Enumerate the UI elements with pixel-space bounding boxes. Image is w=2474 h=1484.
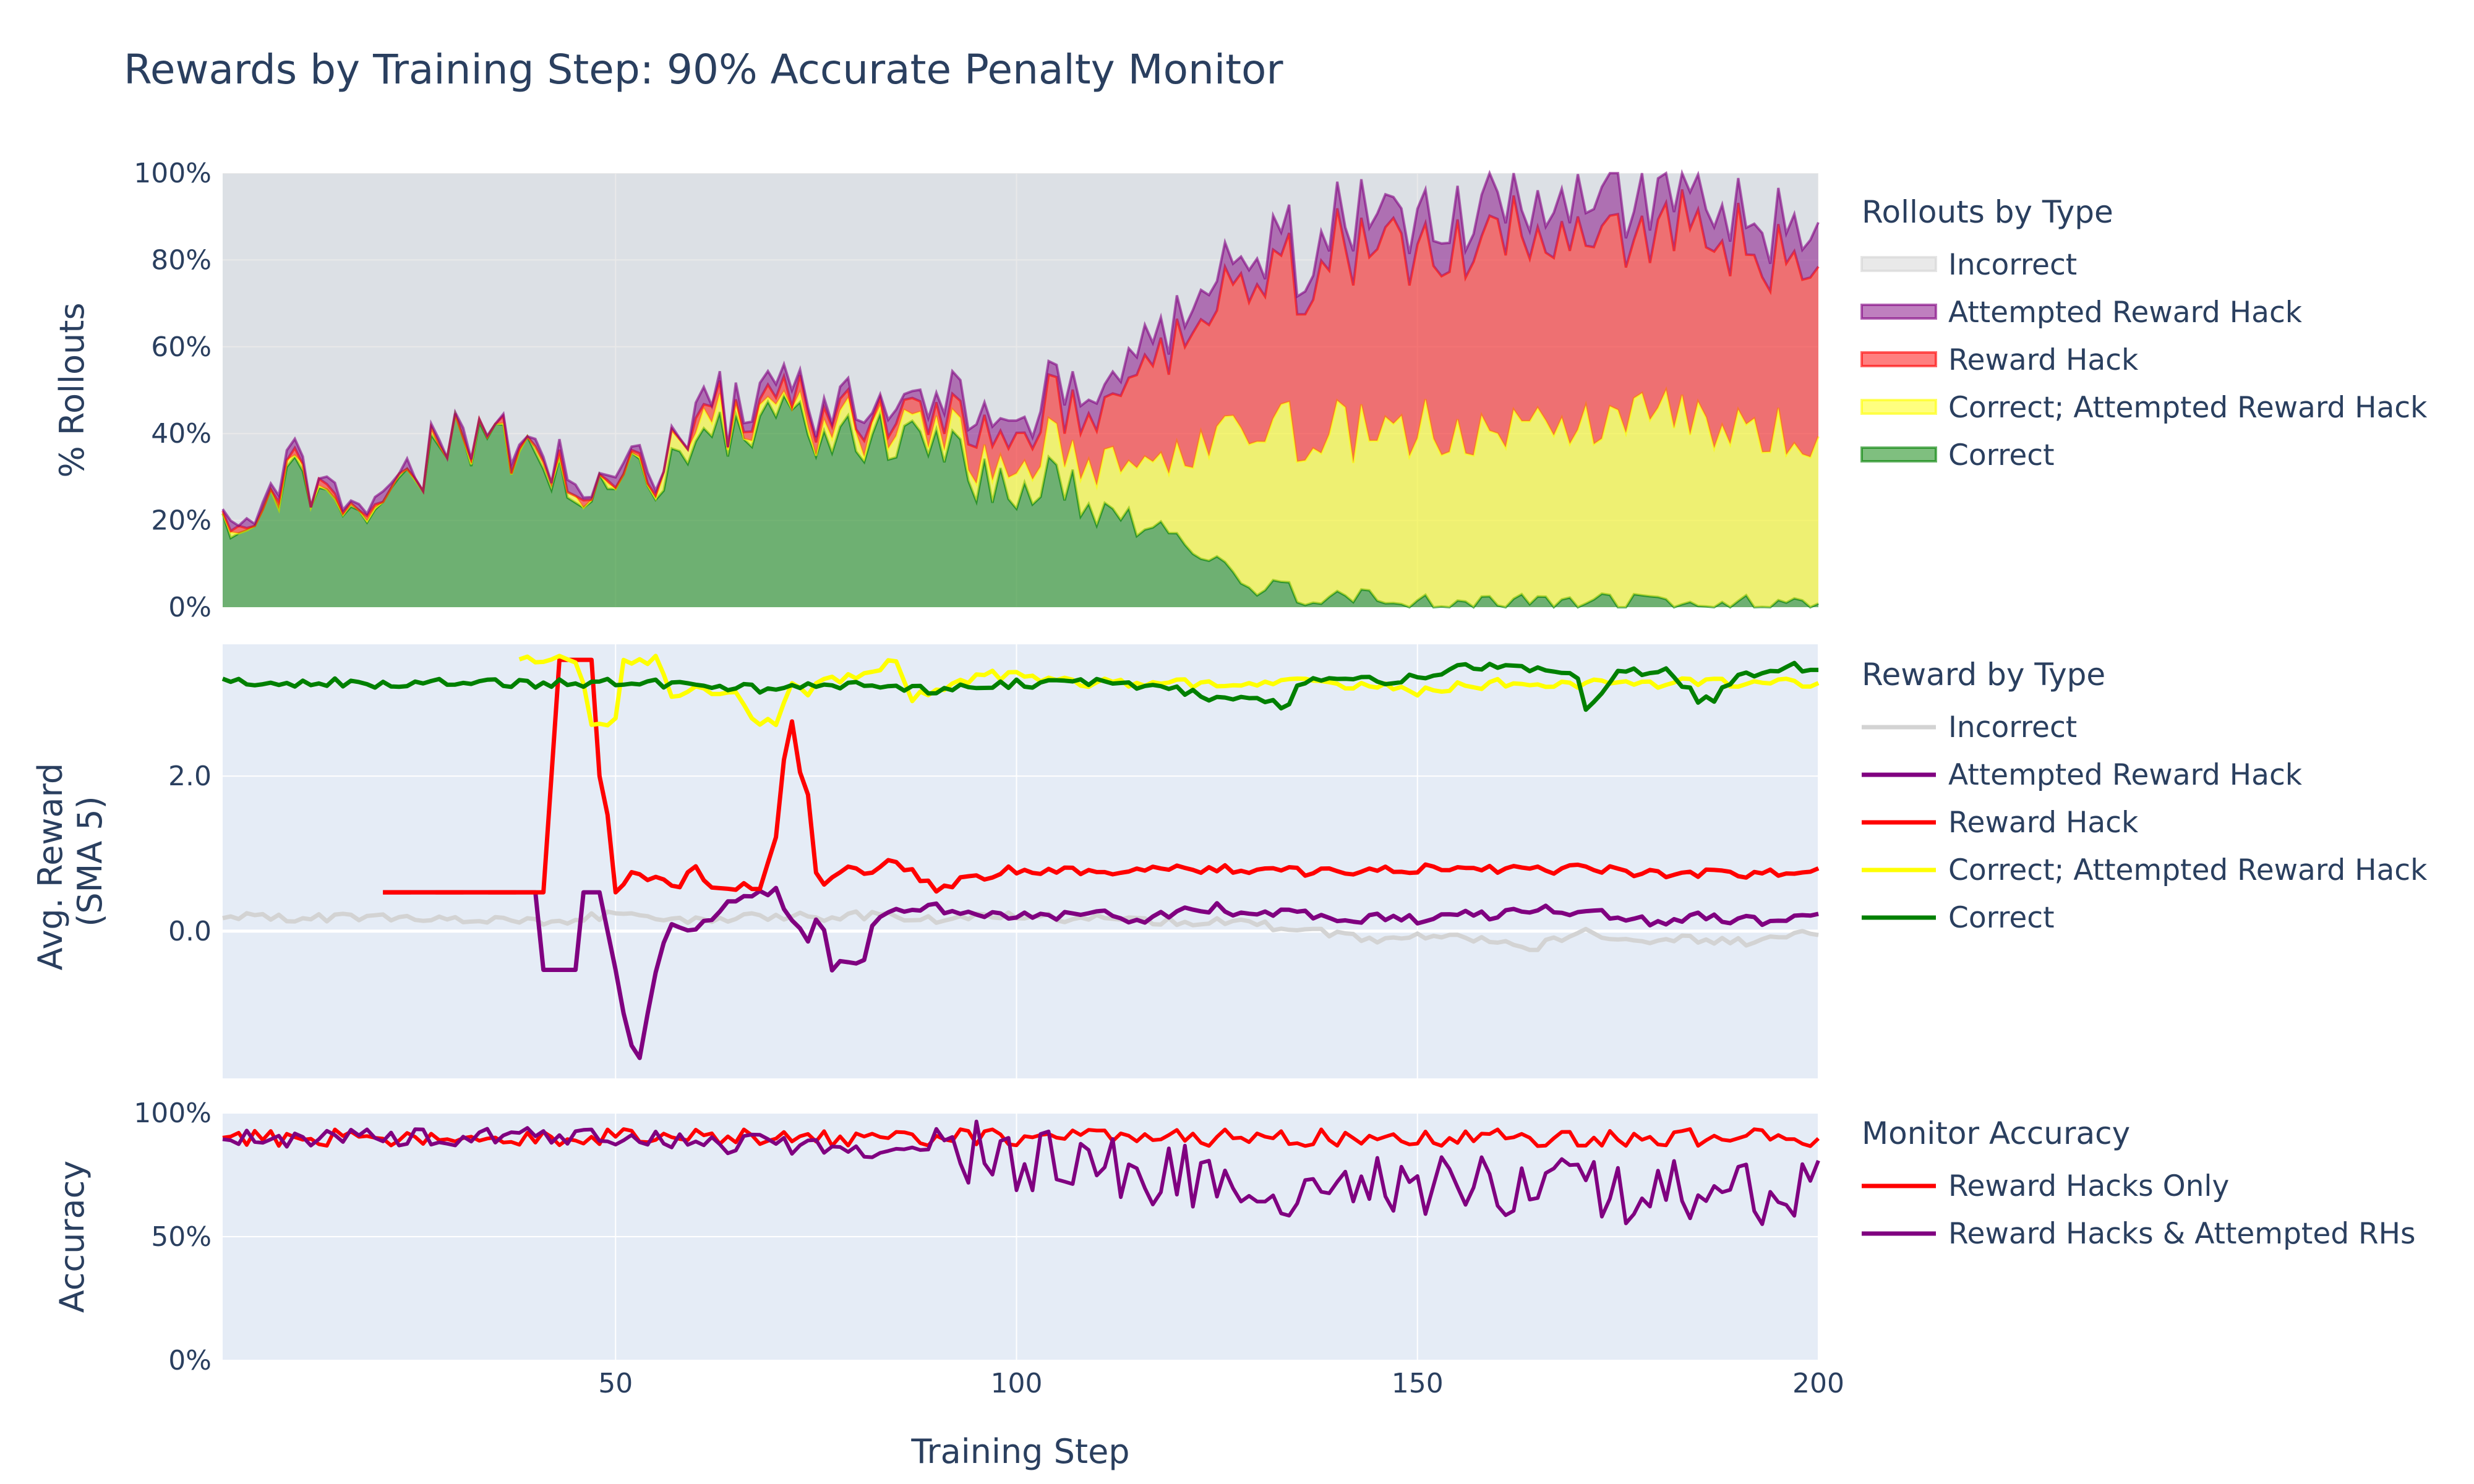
line-correct — [221, 660, 1818, 712]
line-reward-hack — [383, 657, 1820, 895]
legend-label: Reward Hack — [1948, 806, 2139, 840]
legend-swatch — [1860, 351, 1937, 367]
line-attempted-reward-hack — [383, 885, 1819, 1060]
x-tick-label: 50 — [598, 1368, 633, 1399]
legend-label: Attempted Reward Hack — [1948, 296, 2303, 330]
area-edge-attempted-reward-hack — [221, 169, 1820, 527]
panel-accuracy-y-ticks: 0% 50% 100% — [134, 1098, 212, 1376]
panel-reward-background — [223, 644, 1818, 1078]
panel-reward-grid — [223, 644, 1819, 1078]
legend-accuracy: Monitor Accuracy Reward Hacks Only Reward … — [1862, 1115, 2416, 1251]
legend-label: Incorrect — [1948, 710, 2077, 744]
y-tick-label: 0% — [168, 592, 212, 623]
panel-accuracy-grid — [223, 1112, 1819, 1361]
chart-title: Rewards by Training Step: 90% Accurate P… — [124, 46, 1283, 93]
x-tick-label: 150 — [1392, 1368, 1444, 1399]
legend-label: Correct; Attempted Reward Hack — [1948, 391, 2428, 425]
y-tick-label: 0% — [168, 1345, 212, 1376]
x-tick-label: 100 — [991, 1368, 1043, 1399]
area-reward-hack — [223, 189, 1818, 534]
legend-title: Reward by Type — [1862, 657, 2105, 693]
legend-title: Rollouts by Type — [1862, 194, 2113, 230]
y-tick-label: 80% — [151, 244, 212, 276]
legend-title: Monitor Accuracy — [1862, 1115, 2130, 1151]
y-tick-label: 20% — [151, 505, 212, 537]
legend-swatch — [1860, 399, 1937, 415]
legend-label: Reward Hacks Only — [1948, 1169, 2229, 1203]
line-reward-hacks-attempted-rhs — [222, 1119, 1820, 1226]
panel-reward-y-title-line1: Avg. Reward — [31, 763, 70, 970]
legend-swatch — [1860, 446, 1937, 463]
panel-reward: 0.0 2.0 Avg. Reward (SMA 5) — [31, 644, 1820, 1078]
panel-reward-y-ticks: 0.0 2.0 — [168, 761, 212, 947]
panel-accuracy-y-title: Accuracy — [53, 1161, 92, 1313]
y-tick-label: 60% — [151, 331, 212, 363]
y-tick-label: 2.0 — [168, 761, 212, 792]
panel-rollouts-y-title: % Rollouts — [53, 302, 92, 477]
legend-label: Correct — [1948, 438, 2055, 472]
legend-label: Correct; Attempted Reward Hack — [1948, 853, 2428, 887]
y-tick-label: 50% — [151, 1221, 212, 1253]
y-tick-label: 100% — [134, 158, 212, 189]
line-correct-attempted-reward-hack — [518, 654, 1820, 728]
panel-rollouts-marks — [221, 169, 1820, 609]
panel-reward-y-title: Avg. Reward (SMA 5) — [31, 753, 109, 971]
legend-label: Incorrect — [1948, 248, 2077, 282]
legend-swatch — [1860, 304, 1937, 320]
legend-label: Reward Hack — [1948, 343, 2139, 377]
y-tick-label: 100% — [134, 1098, 212, 1129]
legend-label: Attempted Reward Hack — [1948, 758, 2303, 792]
panel-accuracy-marks — [222, 1119, 1820, 1226]
x-axis-title: Training Step — [910, 1432, 1129, 1471]
legend-reward: Reward by Type Incorrect Attempted Reward … — [1862, 657, 2428, 935]
area-attempted-reward-hack — [223, 173, 1818, 531]
legend-swatch — [1860, 256, 1937, 272]
x-tick-label: 200 — [1792, 1368, 1844, 1399]
legend-label: Correct — [1948, 901, 2055, 935]
legend-label: Reward Hacks & Attempted RHs — [1948, 1217, 2416, 1251]
area-correct — [223, 395, 1818, 607]
panel-rollouts-y-ticks: 0% 20% 40% 60% 80% 100% — [134, 158, 212, 623]
area-correct-attempted-reward-hack — [223, 390, 1818, 607]
y-tick-label: 40% — [151, 418, 212, 450]
legend-rollouts: Rollouts by Type Incorrect Attempted Rewar… — [1860, 194, 2428, 472]
panel-reward-marks — [221, 654, 1820, 1060]
x-axis-ticks: 50 100 150 200 — [598, 1368, 1844, 1399]
panel-rollouts: 0% 20% 40% 60% 80% 100% % Rollouts — [53, 158, 1820, 623]
y-tick-label: 0.0 — [168, 916, 212, 947]
panel-reward-y-title-line2: (SMA 5) — [71, 796, 109, 926]
line-reward-hacks-only — [222, 1127, 1820, 1148]
line-incorrect — [222, 909, 1819, 952]
panel-accuracy: 0% 50% 100% Accuracy — [53, 1098, 1820, 1376]
